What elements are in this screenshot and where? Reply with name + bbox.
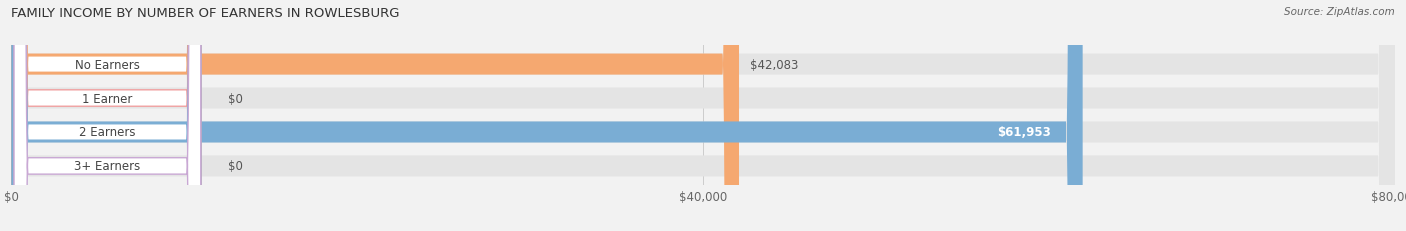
Text: 3+ Earners: 3+ Earners — [75, 160, 141, 173]
FancyBboxPatch shape — [14, 0, 201, 231]
FancyBboxPatch shape — [14, 0, 201, 231]
Text: FAMILY INCOME BY NUMBER OF EARNERS IN ROWLESBURG: FAMILY INCOME BY NUMBER OF EARNERS IN RO… — [11, 7, 399, 20]
FancyBboxPatch shape — [11, 0, 1395, 231]
FancyBboxPatch shape — [11, 0, 1083, 231]
Text: $0: $0 — [228, 160, 243, 173]
Text: Source: ZipAtlas.com: Source: ZipAtlas.com — [1284, 7, 1395, 17]
Text: $0: $0 — [228, 92, 243, 105]
Text: $61,953: $61,953 — [997, 126, 1050, 139]
FancyBboxPatch shape — [14, 0, 201, 231]
Text: No Earners: No Earners — [75, 58, 139, 71]
Text: 2 Earners: 2 Earners — [79, 126, 135, 139]
Text: 1 Earner: 1 Earner — [82, 92, 132, 105]
Text: $42,083: $42,083 — [749, 58, 799, 71]
FancyBboxPatch shape — [11, 0, 740, 231]
FancyBboxPatch shape — [14, 0, 201, 231]
FancyBboxPatch shape — [11, 0, 1395, 231]
FancyBboxPatch shape — [11, 0, 1395, 231]
FancyBboxPatch shape — [11, 0, 1395, 231]
